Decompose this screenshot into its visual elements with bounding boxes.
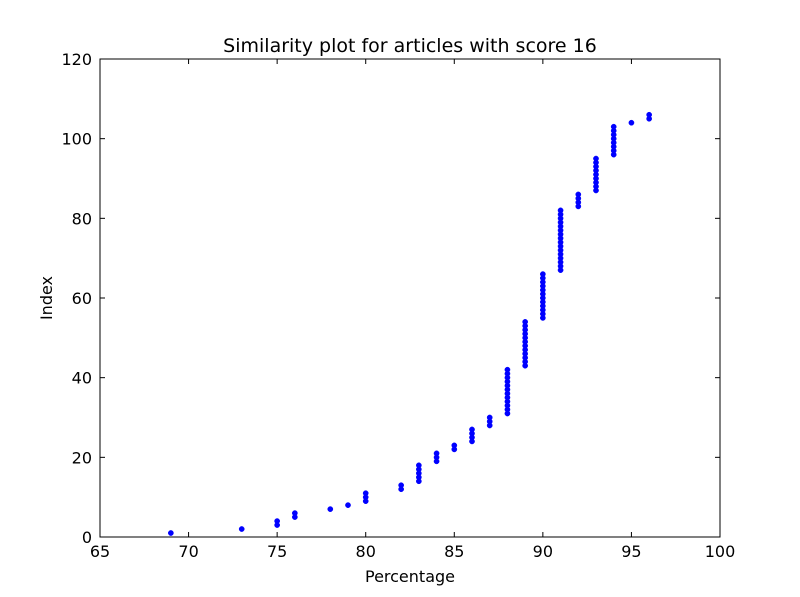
y-tick-labels: 0 20 40 60 80 100 120 — [61, 50, 92, 547]
x-tick-label: 80 — [356, 542, 376, 561]
y-tick-label: 100 — [61, 130, 92, 149]
scatter-point — [292, 510, 298, 516]
scatter-point — [628, 119, 635, 126]
scatter-point — [433, 450, 440, 457]
scatter-point — [522, 319, 528, 325]
scatter-point — [593, 155, 599, 162]
scatter-point — [575, 191, 582, 198]
y-tick-label: 0 — [82, 528, 92, 547]
scatter-point — [327, 506, 334, 512]
scatter-point — [238, 526, 245, 532]
y-tick-label: 120 — [61, 50, 92, 69]
x-tick-label: 95 — [621, 542, 641, 561]
x-tick-label: 85 — [444, 542, 464, 561]
y-tick-label: 40 — [72, 369, 92, 388]
scatter-point — [398, 482, 404, 489]
scatter-point — [345, 502, 351, 508]
x-tick-label: 70 — [178, 542, 198, 561]
scatter-point — [274, 518, 280, 524]
x-tick-label: 90 — [533, 542, 553, 561]
scatter-point — [486, 414, 493, 421]
scatter-point — [362, 490, 369, 497]
scatter-point — [504, 366, 511, 373]
y-tick-label: 20 — [72, 448, 92, 467]
axis-ticks — [99, 58, 721, 538]
scatter-point — [610, 123, 617, 130]
y-axis-title: Index — [37, 276, 56, 320]
chart-title: Similarity plot for articles with score … — [223, 35, 597, 57]
scatter-point — [469, 426, 475, 433]
scatter-point — [416, 462, 422, 469]
plot-area-frame — [99, 58, 721, 538]
x-tick-label: 100 — [705, 542, 736, 561]
scatter-point — [646, 111, 652, 118]
scatter-point — [557, 207, 564, 214]
x-tick-label: 65 — [90, 542, 110, 561]
scatter-point — [168, 530, 174, 536]
x-tick-labels: 65 70 75 80 85 90 95 100 — [90, 542, 735, 561]
data-points — [168, 111, 652, 536]
x-tick-label: 75 — [267, 542, 287, 561]
y-tick-label: 60 — [72, 289, 92, 308]
x-axis-title: Percentage — [365, 567, 455, 586]
y-tick-label: 80 — [72, 209, 92, 228]
scatter-point — [451, 442, 458, 449]
scatter-point — [540, 271, 546, 277]
